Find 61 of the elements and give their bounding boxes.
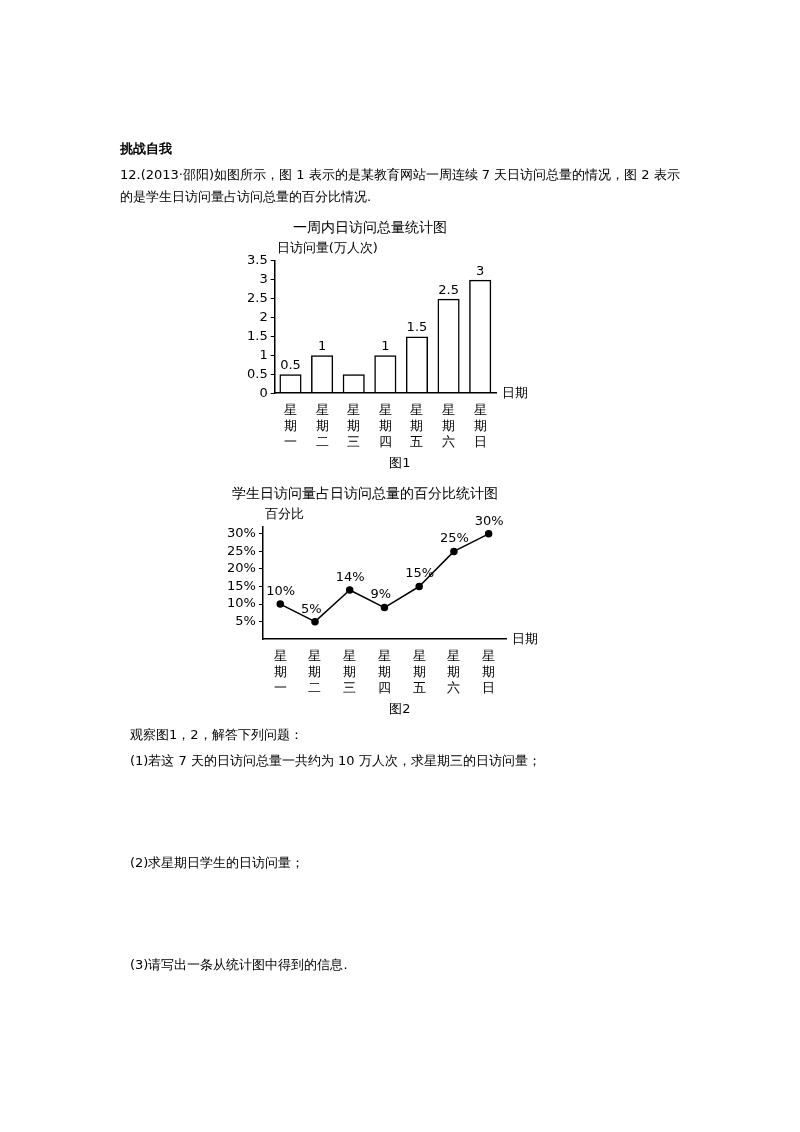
data-label: 30% (474, 512, 504, 528)
x-tick-label: 星期六 (442, 402, 456, 449)
data-label: 3 (476, 262, 485, 278)
data-label: 1.5 (406, 319, 428, 335)
x-axis-title: 日期 (512, 630, 538, 646)
y-tick-label: 30% (226, 525, 256, 541)
x-tick-label: 星期三 (347, 402, 361, 449)
text: (2)求星期日学生的日访问量； (130, 854, 306, 872)
x-tick-label: 星期一 (273, 648, 287, 695)
text: 观察图1，2，解答下列问题： (130, 726, 304, 744)
data-label: 5% (300, 600, 322, 616)
y-tick-label: 5% (235, 613, 256, 629)
data-label: 14% (335, 568, 365, 584)
x-tick-label: 星期五 (410, 402, 424, 449)
x-axis-title: 日期 (502, 384, 528, 400)
point (345, 586, 354, 594)
data-label: 1 (381, 338, 390, 354)
y-tick-label: 25% (226, 542, 256, 558)
text: 12.(2013·邵阳)如图所示，图 1 表示的是某教育网站一周连续 7 天日访问总量的情况，图 2 表示的是学生日访问量占访问总量的百分比情况. (120, 166, 681, 206)
point (380, 603, 389, 612)
x-tick-label: 星期二 (308, 648, 322, 695)
y-tick-label: 1.5 (246, 327, 268, 343)
caption: 图1 (388, 454, 412, 472)
data-label: 0.5 (280, 357, 301, 373)
text: (1)若这 7 天的日访问总量一共约为 10 万人次，求星期三的日访问量； (130, 752, 542, 770)
chart-title: 一周内日访问总量统计图 (293, 219, 447, 236)
text: 挑战自我 (120, 140, 173, 158)
data-label: 2.5 (438, 281, 459, 297)
y-tick-label: 15% (226, 577, 256, 593)
x-tick-label: 星期日 (473, 402, 487, 449)
y-tick-label: 2 (259, 308, 268, 324)
y-tick-label: 3.5 (246, 252, 268, 268)
point (450, 547, 458, 556)
y-axis-title: 日访问量(万人次) (276, 239, 378, 255)
y-tick-label: 0 (259, 384, 268, 400)
data-label: 1 (317, 338, 327, 354)
x-tick-label: 星期一 (283, 402, 297, 449)
x-tick-label: 星期四 (378, 402, 392, 449)
text: (3)请写出一条从统计图中得到的信息. (130, 956, 349, 974)
point (415, 582, 423, 591)
y-tick-label: 1 (259, 346, 268, 362)
y-tick-label: 0.5 (246, 365, 268, 381)
y-axis-title: 百分比 (264, 505, 304, 521)
x-tick-label: 星期六 (447, 648, 461, 695)
x-tick-label: 星期五 (412, 648, 426, 695)
x-tick-label: 星期四 (377, 648, 391, 695)
point (484, 530, 493, 538)
caption: 图2 (388, 700, 412, 718)
y-tick-label: 3 (259, 271, 268, 287)
point (276, 600, 285, 608)
y-tick-label: 2.5 (246, 290, 268, 305)
data-label: 9% (370, 586, 392, 602)
data-label: 15% (405, 565, 435, 581)
x-tick-label: 星期三 (343, 648, 357, 695)
y-tick-label: 20% (226, 560, 256, 576)
point (311, 617, 319, 626)
y-tick-label: 10% (226, 595, 256, 611)
x-tick-label: 星期日 (482, 648, 496, 695)
chart-title: 学生日访问量占日访问总量的百分比统计图 (232, 485, 498, 502)
x-tick-label: 星期二 (315, 402, 329, 449)
data-label: 25% (439, 530, 469, 546)
